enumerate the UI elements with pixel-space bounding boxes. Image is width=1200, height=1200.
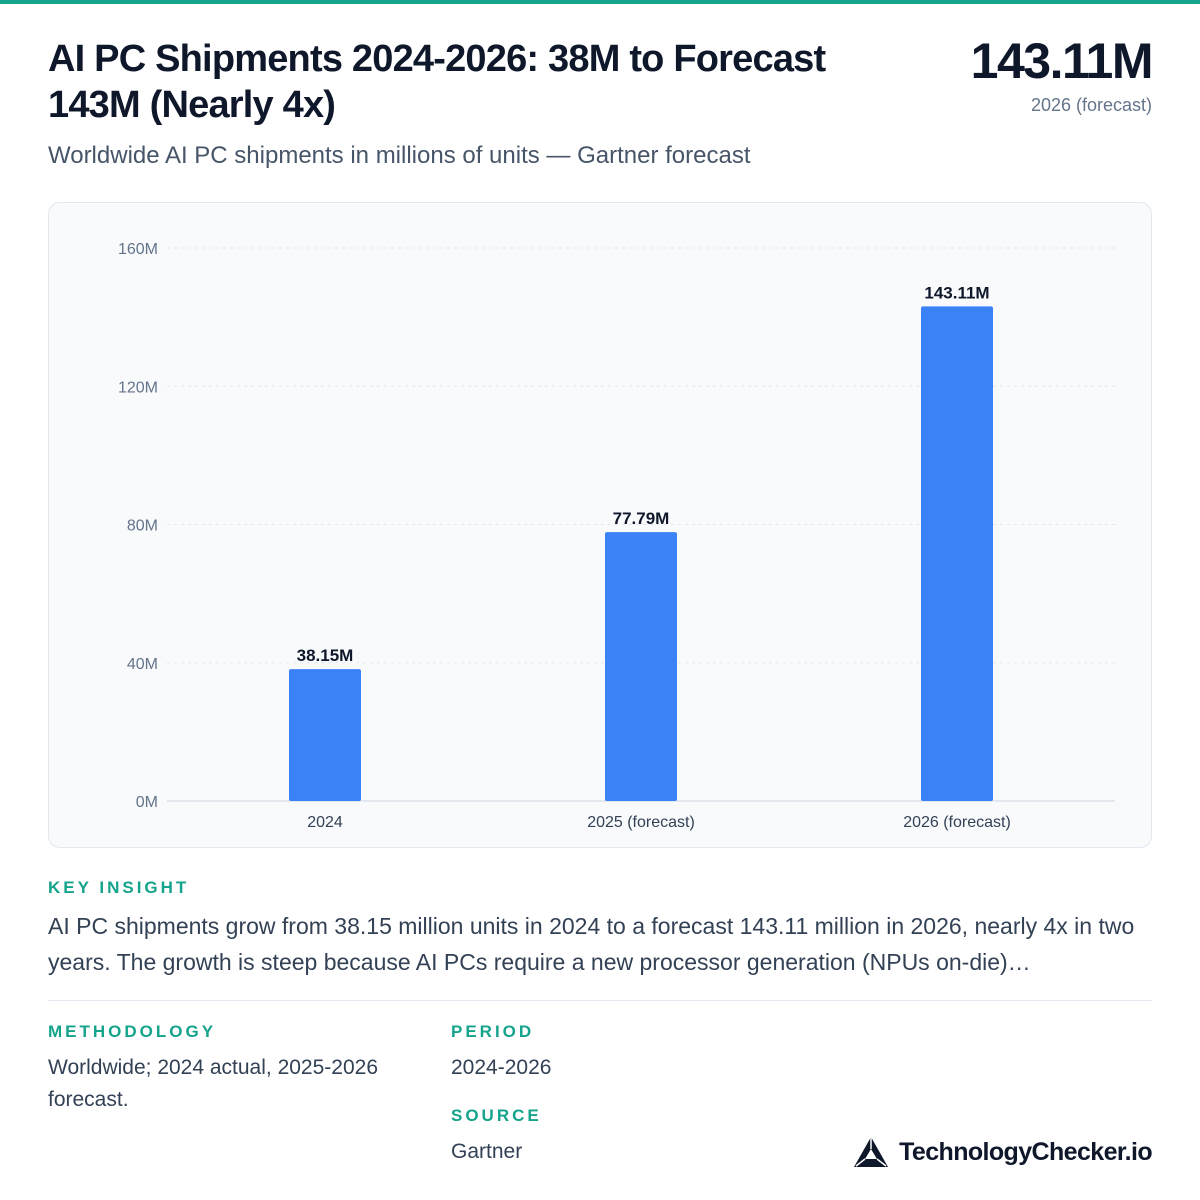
- period-text: 2024-2026: [451, 1056, 552, 1079]
- x-tick-label: 2024: [307, 814, 343, 831]
- page-title: AI PC Shipments 2024-2026: 38M to Foreca…: [48, 38, 826, 126]
- brand-name: TechnologyChecker.io: [899, 1137, 1152, 1166]
- y-tick-label: 120M: [118, 379, 158, 396]
- page-subtitle: Worldwide AI PC shipments in millions of…: [48, 142, 751, 169]
- bar: [289, 669, 361, 801]
- bar: [921, 306, 993, 801]
- insight-label: KEY INSIGHT: [48, 878, 190, 897]
- y-tick-label: 0M: [136, 794, 158, 811]
- y-tick-label: 80M: [127, 518, 158, 535]
- bar: [605, 532, 677, 801]
- bar-value-label: 77.79M: [613, 509, 670, 528]
- bar-value-label: 38.15M: [297, 646, 354, 665]
- source-text: Gartner: [451, 1140, 523, 1163]
- bar-value-label: 143.11M: [924, 283, 989, 302]
- headline-label: 2026 (forecast): [1030, 95, 1152, 115]
- x-tick-label: 2026 (forecast): [903, 814, 1011, 831]
- source-label: SOURCE: [451, 1106, 542, 1125]
- y-tick-label: 160M: [118, 241, 158, 258]
- triangle-logo-icon: [854, 1137, 889, 1167]
- insight-text: AI PC shipments grow from 38.15 million …: [48, 913, 1135, 975]
- period-label: PERIOD: [451, 1022, 535, 1041]
- chart-card: 0M 40M 80M 120M 160M 38.15M 2024 77.79M 2025 (fo…: [48, 202, 1152, 848]
- top-accent-rule: [0, 0, 1200, 4]
- brand: TechnologyChecker.io: [853, 1136, 1153, 1168]
- x-tick-label: 2025 (forecast): [587, 814, 695, 831]
- headline-value: 143.11M: [970, 33, 1154, 89]
- methodology-text: Worldwide; 2024 actual, 2025-2026 foreca…: [48, 1056, 379, 1111]
- section-divider: [48, 1000, 1152, 1001]
- y-tick-label: 40M: [127, 656, 158, 673]
- bar-chart: 0M 40M 80M 120M 160M 38.15M 2024 77.79M 2025 (fo…: [118, 241, 1115, 831]
- methodology-label: METHODOLOGY: [48, 1022, 217, 1041]
